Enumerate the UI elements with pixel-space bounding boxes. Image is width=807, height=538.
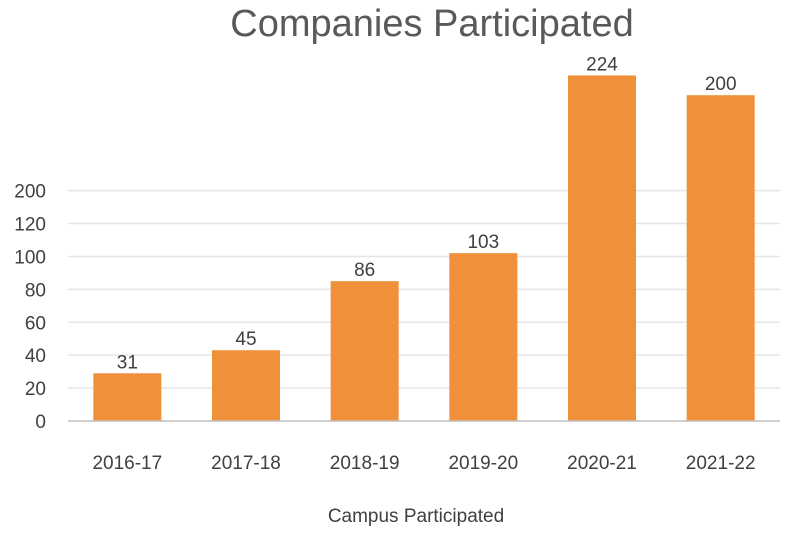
- bar-2017-18: [212, 350, 280, 421]
- y-tick-label: 200: [14, 182, 46, 203]
- bars: [93, 75, 755, 422]
- x-tick-label: 2016-17: [92, 453, 162, 474]
- y-tick-label: 60: [25, 313, 46, 334]
- x-axis-title: Campus Participated: [328, 506, 504, 527]
- bar-2019-20: [449, 253, 518, 421]
- y-tick-label: 120: [14, 215, 46, 236]
- bar-2016-17: [93, 373, 162, 421]
- y-tick-label: 80: [25, 280, 46, 301]
- data-labels: 31 45 86 103 224 200: [117, 54, 737, 373]
- x-tick-label: 2019-20: [448, 453, 518, 474]
- x-tick-label: 2020-21: [567, 453, 637, 474]
- data-label: 31: [117, 352, 138, 373]
- data-label: 224: [586, 54, 618, 75]
- y-tick-labels: 0 20 40 60 80 100 120 200: [14, 182, 46, 433]
- gridlines: [68, 189, 780, 389]
- y-tick-label: 20: [25, 379, 46, 400]
- data-label: 103: [467, 232, 499, 253]
- x-tick-label: 2017-18: [211, 453, 281, 474]
- x-tick-label: 2021-22: [686, 453, 756, 474]
- data-label: 200: [705, 74, 737, 95]
- y-tick-label: 0: [35, 412, 46, 433]
- bar-2020-21: [568, 75, 636, 422]
- bar-2018-19: [330, 281, 399, 421]
- bar-2021-22: [686, 95, 755, 421]
- x-tick-labels: 2016-17 2017-18 2018-19 2019-20 2020-21 2021-…: [92, 453, 755, 474]
- data-label: 86: [354, 260, 375, 281]
- data-label: 45: [235, 329, 256, 350]
- x-tick-label: 2018-19: [330, 453, 400, 474]
- chart-title: Companies Participated: [230, 3, 633, 45]
- y-tick-label: 40: [25, 346, 46, 367]
- y-tick-label: 100: [14, 247, 46, 268]
